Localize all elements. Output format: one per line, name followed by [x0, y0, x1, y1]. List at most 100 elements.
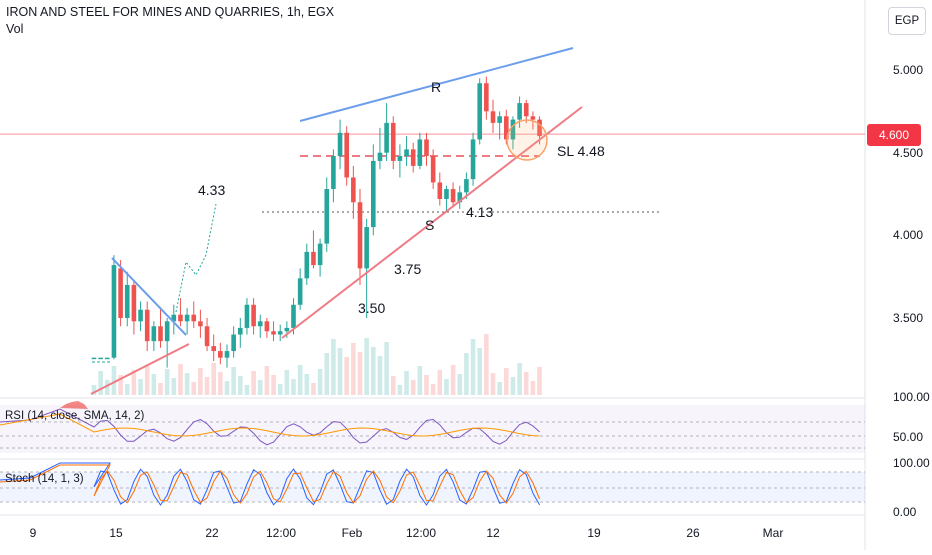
volume-bar — [437, 370, 443, 395]
support-trendline — [281, 106, 583, 339]
annotation-resistance: R — [431, 79, 441, 95]
candle-body — [390, 122, 396, 161]
volume-bar — [523, 372, 529, 395]
highlight-circle — [506, 119, 548, 161]
candle-body — [417, 139, 423, 166]
projection-path — [175, 203, 217, 313]
candle-body — [404, 149, 409, 156]
volume-bar — [331, 339, 336, 395]
volume-bar — [144, 365, 150, 395]
candle-body — [98, 357, 103, 360]
rsi-overbought-fill — [60, 401, 88, 409]
current-price-label: 4.600 — [879, 128, 909, 142]
volume-bar — [497, 382, 502, 395]
volume-bar — [417, 366, 423, 395]
candle-body — [530, 116, 536, 120]
volume-bar — [311, 383, 316, 395]
candle-body — [344, 132, 349, 178]
candle-body — [450, 189, 456, 203]
candle-body — [504, 116, 509, 140]
candle-body — [517, 103, 522, 120]
candle-body — [424, 139, 429, 156]
candle-body — [144, 309, 150, 342]
rsi-legend[interactable]: RSI (14, close, SMA, 14, 2) — [5, 410, 145, 422]
volume-bar — [211, 363, 216, 395]
candle-body — [371, 160, 376, 228]
annotation-level-433: 4.33 — [198, 182, 225, 198]
candle-body — [164, 321, 170, 342]
stoch-d-line — [0, 464, 541, 504]
candle-body — [91, 357, 97, 360]
volume-bar — [490, 373, 496, 395]
annotation-support: S — [425, 217, 434, 233]
currency-button[interactable]: EGP — [888, 7, 926, 35]
stoch-legend[interactable]: Stoch (14, 1, 3) — [5, 473, 84, 485]
candle-body — [284, 327, 290, 332]
time-tick-label: 12 — [486, 526, 500, 540]
volume-bar — [118, 375, 123, 395]
candle-body — [257, 321, 263, 327]
candle-body — [484, 83, 489, 112]
candle-body — [464, 179, 469, 193]
candle-body — [357, 202, 363, 269]
candle-body — [131, 284, 137, 322]
volume-bar — [218, 372, 223, 395]
volume-bar — [105, 380, 110, 395]
volume-bar — [470, 339, 476, 395]
candle-body — [191, 314, 197, 322]
volume-bar — [537, 367, 542, 395]
candle-body — [430, 155, 436, 183]
volume-bar — [184, 373, 190, 395]
volume-bar — [291, 379, 296, 395]
volume-bar — [384, 342, 389, 395]
candle-body — [184, 314, 190, 322]
candle-body — [111, 265, 117, 358]
volume-bar — [284, 370, 290, 395]
volume-bar — [430, 384, 436, 395]
candle-body — [238, 327, 243, 335]
candle-body — [158, 326, 163, 342]
volume-bar — [504, 368, 509, 395]
candle-body — [297, 278, 303, 305]
early-support-trendline — [90, 343, 190, 395]
candle-body — [410, 149, 416, 166]
volume-bar — [337, 348, 343, 395]
time-tick-label: 26 — [686, 526, 700, 540]
volume-bar — [404, 371, 409, 395]
rsi-band — [0, 405, 865, 453]
volume-bar — [390, 376, 396, 395]
volume-bar — [238, 376, 243, 395]
volume-bar — [98, 371, 103, 395]
candle-body — [244, 304, 250, 328]
candle-body — [118, 268, 123, 318]
volume-bar — [91, 385, 97, 395]
candle-body — [331, 155, 336, 190]
candle-body — [291, 304, 296, 328]
volume-bar — [377, 356, 383, 395]
volume-bar — [277, 384, 283, 395]
candle-body — [304, 251, 310, 279]
volume-bar — [357, 352, 363, 395]
candle-body — [523, 103, 529, 117]
candle-body — [397, 155, 403, 161]
symbol-title[interactable]: IRON AND STEEL FOR MINES AND QUARRIES, 1… — [6, 5, 335, 19]
candle-body — [444, 189, 449, 199]
candle-body — [337, 132, 343, 156]
price-tick-label: 5.000 — [893, 63, 923, 77]
volume-bar — [464, 353, 469, 395]
volume-legend[interactable]: Vol — [6, 22, 24, 36]
candle-body — [311, 251, 316, 266]
annotation-level-350: 3.50 — [358, 300, 385, 316]
time-tick-label: 15 — [109, 526, 123, 540]
candle-body — [178, 314, 183, 322]
candle-body — [277, 331, 283, 335]
candle-body — [224, 351, 230, 358]
candle-body — [138, 309, 143, 322]
volume-bar — [204, 377, 210, 395]
candle-body — [264, 321, 270, 332]
stoch-tick-label: 0.00 — [893, 505, 917, 519]
early-resistance-trendline — [111, 257, 187, 336]
candle-body — [218, 351, 223, 358]
